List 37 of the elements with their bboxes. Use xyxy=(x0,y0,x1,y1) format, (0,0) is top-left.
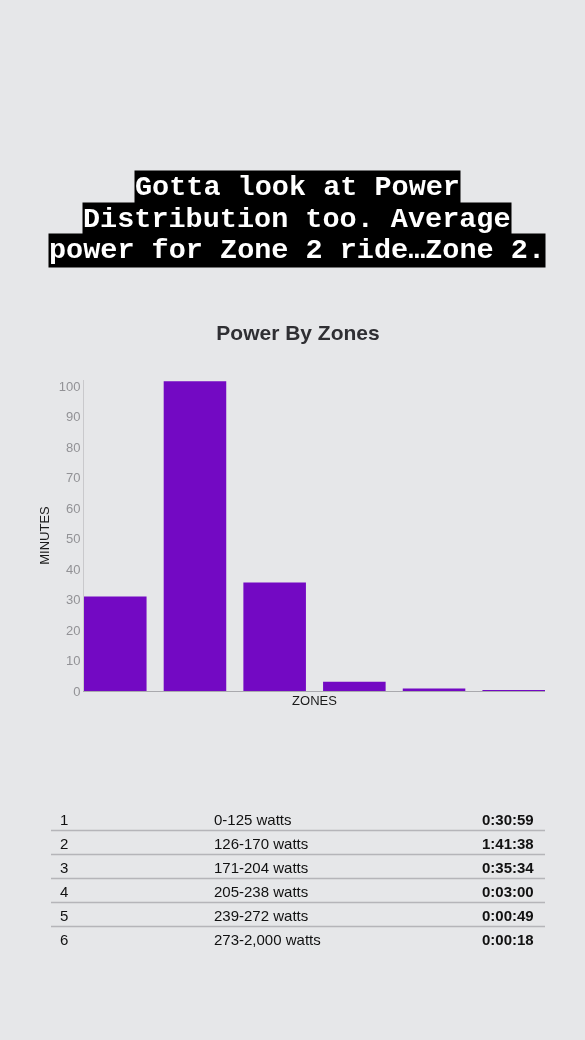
text: 0:03:00 xyxy=(482,883,534,900)
text: 205-238 watts xyxy=(214,883,309,900)
y-tick-label: 90 xyxy=(65,409,81,425)
text: 273-2,000 watts xyxy=(214,931,321,948)
y-tick-label: 80 xyxy=(65,439,81,455)
bar xyxy=(163,381,227,691)
text: 6 xyxy=(60,931,69,948)
text: 1:41:38 xyxy=(482,835,534,852)
text: 0-125 watts xyxy=(214,811,292,828)
text: 171-204 watts xyxy=(214,859,309,876)
y-tick-label: 10 xyxy=(65,653,81,669)
y-tick-label: 30 xyxy=(65,592,81,608)
y-tick-label: 0 xyxy=(73,683,81,699)
y-tick-label: 40 xyxy=(65,561,81,577)
chart-title: Power By Zones xyxy=(216,321,380,345)
text: 126-170 watts xyxy=(214,835,309,852)
bar xyxy=(84,596,147,691)
text: 5 xyxy=(60,907,69,924)
text: 0:00:49 xyxy=(482,907,534,924)
y-axis-title: MINUTES xyxy=(36,505,52,565)
text: 1 xyxy=(60,811,69,828)
text: 2 xyxy=(60,835,69,852)
bar xyxy=(243,582,306,691)
y-tick-label: 50 xyxy=(65,531,81,547)
text: 0:35:34 xyxy=(482,859,535,876)
text: 0:30:59 xyxy=(482,811,534,828)
y-tick-label: 100 xyxy=(58,378,81,394)
text: 3 xyxy=(60,859,69,876)
x-axis-title: ZONES xyxy=(292,693,338,709)
text: Gotta look at Power Distribution too. Average power for Zone 2 ride…Zone 2. xyxy=(49,171,545,267)
y-tick-label: 60 xyxy=(65,500,81,516)
text: 0:00:18 xyxy=(482,931,534,948)
text: 4 xyxy=(60,883,69,900)
text: 239-272 watts xyxy=(214,907,309,924)
bar xyxy=(323,681,386,691)
y-tick-label: 70 xyxy=(65,470,81,486)
y-tick-label: 20 xyxy=(65,622,81,638)
